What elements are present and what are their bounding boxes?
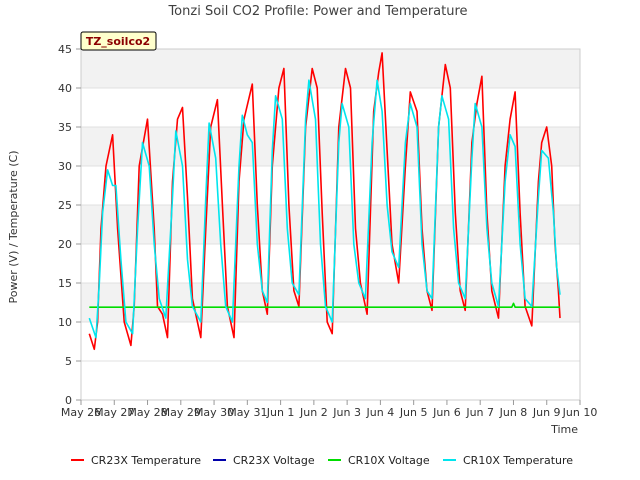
y-axis-ticks: 0 5 10 15 20 25 30 35 40 45	[58, 43, 81, 407]
x-tick-label: May 27	[94, 406, 134, 419]
y-tick-label: 10	[58, 316, 72, 329]
x-tick-label: May 29	[161, 406, 201, 419]
chart-title: Tonzi Soil CO2 Profile: Power and Temper…	[167, 4, 467, 19]
x-tick-label: May 31	[227, 406, 267, 419]
x-axis-label: Time	[550, 423, 578, 436]
x-tick-label: May 26	[61, 406, 101, 419]
site-label-box: TZ_soilco2	[80, 31, 157, 51]
y-tick-label: 35	[58, 121, 72, 134]
legend-label-2: CR10X Voltage	[348, 454, 430, 467]
y-tick-label: 40	[58, 82, 72, 95]
y-tick-label: 25	[58, 199, 72, 212]
y-tick-label: 20	[58, 238, 72, 251]
y-tick-label: 0	[65, 394, 72, 407]
x-tick-label: Jun 10	[562, 406, 598, 419]
grid-band	[81, 49, 580, 88]
grid-band	[81, 205, 580, 244]
legend-label-0: CR23X Temperature	[91, 454, 201, 467]
series-line-2	[89, 302, 560, 309]
x-tick-label: Jun 4	[366, 406, 395, 419]
plot-background	[81, 49, 580, 400]
x-tick-label: Jun 1	[266, 406, 295, 419]
y-tick-label: 30	[58, 160, 72, 173]
legend-label-1: CR23X Voltage	[233, 454, 315, 467]
x-tick-label: Jun 2	[299, 406, 328, 419]
legend-label-3: CR10X Temperature	[463, 454, 573, 467]
series-line-3	[88, 79, 561, 339]
x-tick-label: May 28	[127, 406, 167, 419]
x-tick-label: May 30	[194, 406, 234, 419]
x-tick-label: Jun 6	[432, 406, 461, 419]
grid-band	[81, 127, 580, 166]
x-tick-label: Jun 7	[465, 406, 494, 419]
site-label-text: TZ_soilco2	[86, 35, 150, 48]
series-group	[88, 52, 561, 351]
x-tick-label: Jun 8	[499, 406, 528, 419]
y-axis-label: Power (V) / Temperature (C)	[7, 150, 20, 303]
y-tick-label: 15	[58, 277, 72, 290]
x-tick-label: Jun 5	[399, 406, 428, 419]
y-tick-label: 5	[65, 355, 72, 368]
x-tick-label: Jun 9	[532, 406, 561, 419]
plot-frame	[80, 48, 581, 401]
y-tick-label: 45	[58, 43, 72, 56]
x-tick-label: Jun 3	[332, 406, 361, 419]
legend: CR23X Temperature CR23X Voltage CR10X Volt…	[71, 454, 573, 467]
